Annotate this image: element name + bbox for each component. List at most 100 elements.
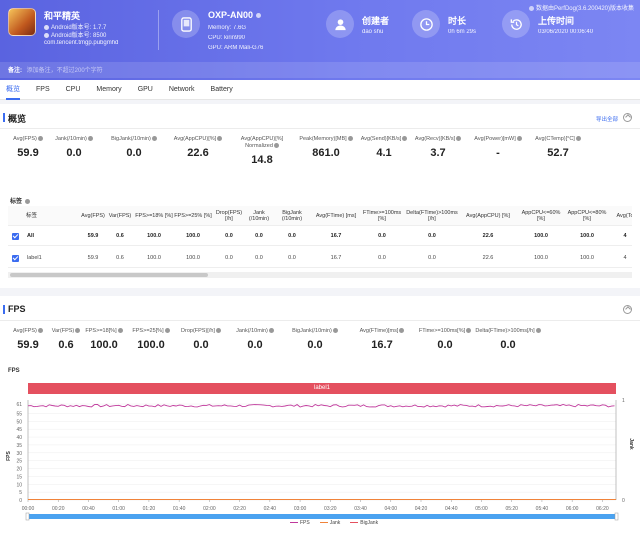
y-tick-label: 45	[16, 427, 22, 433]
stat-label: Avg(CTemp)[°C]	[530, 136, 586, 143]
help-icon[interactable]	[217, 136, 223, 142]
tab-network[interactable]: Network	[168, 85, 195, 93]
tab-cpu[interactable]: CPU	[65, 85, 81, 93]
stat-label: Jank(/10min)	[232, 328, 278, 335]
note-bar[interactable]: 备注: 添加备注，不超过200个字符	[0, 62, 640, 78]
help-icon[interactable]	[332, 328, 338, 334]
stat-label: Jank(/10min)	[50, 136, 98, 143]
help-icon[interactable]	[402, 136, 408, 142]
stat-value: 59.9	[17, 147, 39, 159]
device-gpu: GPU: ARM Mali-G76	[208, 45, 264, 51]
table-cell: 0.0	[378, 233, 386, 239]
help-icon[interactable]	[456, 136, 462, 142]
stat-value: 3.7	[430, 147, 446, 159]
table-cell: 100.0	[580, 233, 594, 239]
table-cell: 0.0	[225, 255, 233, 261]
stat-label: Avg(Send)[KB/s]	[360, 136, 408, 143]
chart-label: FPS	[8, 368, 20, 374]
stat-label: Drop(FPS)[/h]	[176, 328, 226, 335]
y-tick-label: 15	[16, 474, 22, 480]
collapse-icon[interactable]	[623, 305, 632, 314]
help-icon[interactable]	[516, 136, 522, 142]
legend-fps[interactable]: FPS	[290, 520, 310, 526]
x-tick-label: 06:20	[596, 506, 609, 512]
stat-item: Avg(AppCPU)[%] 22.6	[170, 136, 226, 159]
note-input[interactable]: 添加备注，不超过200个字符	[26, 68, 103, 74]
export-all-button[interactable]: 导出全部	[595, 117, 618, 123]
stat-item: Avg(Send)[KB/s] 4.1	[360, 136, 408, 159]
report-header: 和平精英 Android版本号: 1.7.7 Android版本号: 8500 …	[0, 0, 640, 80]
x-tick-label: 05:40	[536, 506, 549, 512]
help-icon[interactable]	[151, 136, 157, 142]
collapse-icon[interactable]	[623, 113, 632, 122]
tab-fps[interactable]: FPS	[36, 85, 50, 93]
table-cell: 100.0	[186, 233, 200, 239]
tab-battery[interactable]: Battery	[210, 85, 233, 93]
y-tick-label: 35	[16, 443, 22, 449]
row-checkbox[interactable]	[12, 232, 19, 240]
stat-item: Jank(/10min) 0.0	[232, 328, 278, 351]
table-cell: 100.0	[186, 255, 200, 261]
chart-legend: FPS Jank BigJank	[290, 520, 378, 526]
y-right-tick-label: 0	[622, 498, 625, 504]
scrollbar-thumb[interactable]	[10, 273, 208, 277]
stat-value: 0.0	[437, 339, 453, 351]
legend-jank[interactable]: Jank	[319, 520, 340, 526]
table-cell: 0.0	[378, 255, 386, 261]
help-icon[interactable]	[75, 328, 81, 334]
stat-item: Avg(Power)[mW] -	[470, 136, 526, 159]
tab-memory[interactable]: Memory	[96, 85, 122, 93]
creator-label: 创建者	[362, 16, 390, 26]
table-scrollbar[interactable]	[8, 272, 632, 278]
stat-label: FTime>=100ms[%]	[418, 328, 472, 335]
tab-overview[interactable]: 概览	[6, 80, 20, 100]
y-tick-label: 0	[19, 498, 22, 504]
help-icon[interactable]	[535, 328, 541, 334]
stat-label: BigJank(/10min)	[104, 136, 164, 143]
row-checkbox[interactable]	[12, 254, 19, 262]
device-cpu: CPU: kirin990	[208, 35, 246, 41]
table-cell: 0.0	[428, 233, 436, 239]
device-info-icon[interactable]	[255, 13, 261, 19]
user-icon	[326, 10, 354, 38]
tab-gpu[interactable]: GPU	[137, 85, 153, 93]
help-icon[interactable]	[347, 136, 353, 142]
stat-label: BigJank(/10min)	[284, 328, 346, 335]
android-version: Android版本号: 1.7.7	[51, 25, 107, 31]
stat-item: Peak(Memory)[MB] 861.0	[296, 136, 356, 159]
help-icon[interactable]	[399, 328, 405, 334]
stat-item: Avg(FPS) 59.9	[4, 136, 52, 159]
help-icon[interactable]	[466, 328, 472, 334]
stat-value: 4.1	[376, 147, 392, 159]
stat-item: Avg(CTemp)[°C] 52.7	[530, 136, 586, 159]
help-icon[interactable]	[575, 136, 581, 142]
stat-label: Delta(FTime)>100ms[/h]	[470, 328, 546, 335]
help-icon[interactable]	[24, 198, 30, 204]
y-tick-label: 10	[16, 482, 22, 488]
table-cell: label1	[8, 248, 74, 268]
help-icon[interactable]	[268, 328, 274, 334]
help-icon[interactable]	[37, 328, 43, 334]
table-cell: 0.0	[288, 255, 296, 261]
x-tick-label: 06:00	[566, 506, 579, 512]
duration-value: 0h 6m 29s	[448, 29, 477, 35]
help-icon[interactable]	[273, 143, 279, 149]
stat-value: 0.6	[58, 339, 74, 351]
table-cell: 0.6	[116, 255, 124, 261]
legend-bigjank[interactable]: BigJank	[350, 520, 378, 526]
table-cell: 100.0	[147, 233, 161, 239]
x-tick-label: 02:40	[264, 506, 277, 512]
table-header-cell: Avg(FTime) [ms]	[315, 213, 357, 219]
help-icon[interactable]	[117, 328, 123, 334]
label-band[interactable]: label1	[28, 383, 616, 394]
help-icon[interactable]	[37, 136, 43, 142]
stat-value: -	[496, 147, 500, 159]
x-tick-label: 00:40	[82, 506, 95, 512]
help-icon[interactable]	[87, 136, 93, 142]
x-tick-label: 01:40	[173, 506, 186, 512]
upload-label: 上传时间	[538, 16, 575, 26]
help-icon[interactable]	[164, 328, 170, 334]
help-icon[interactable]	[215, 328, 221, 334]
stat-item: FTime>=100ms[%] 0.0	[418, 328, 472, 351]
table-header-cell: FTime>=100ms [%]	[362, 210, 402, 222]
